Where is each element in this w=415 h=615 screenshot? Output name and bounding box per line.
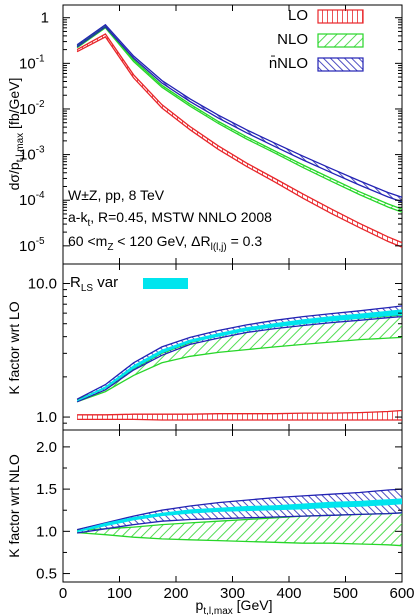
top-lower-edge-nlo bbox=[76, 26, 403, 213]
x-tick-label: 300 bbox=[220, 585, 245, 602]
legend-label-rls: RLS var bbox=[70, 274, 118, 294]
top-band-nlo bbox=[77, 26, 402, 213]
legend-swatch-lo bbox=[317, 9, 364, 24]
annotation: W±Z, pp, 8 TeV a-kt, R=0.45, MSTW NNLO 2… bbox=[68, 187, 272, 253]
top-y-tick-base: 10 bbox=[19, 147, 36, 164]
x-tick-label: 0 bbox=[59, 585, 67, 602]
top-y-tick-label: 10-5 bbox=[19, 236, 45, 255]
mid-upper-edge-nnlo bbox=[76, 305, 403, 400]
top-y-tick-label: 10-4 bbox=[19, 190, 45, 209]
rls-main: R bbox=[70, 274, 81, 291]
top-y-tick-base: 10 bbox=[19, 238, 36, 255]
top-y-tick-exp: -2 bbox=[36, 99, 45, 110]
top-y-tick-label: 10-1 bbox=[19, 53, 45, 72]
bot-y-tick-label: 2.0 bbox=[36, 439, 57, 456]
mid-band-nlo bbox=[77, 315, 402, 402]
top-y-tick-label: 10-2 bbox=[19, 99, 45, 118]
band-layer bbox=[76, 23, 403, 547]
bot-y-tick-label: 0.5 bbox=[36, 566, 57, 583]
legend: LO NLO n̄NLO RLS var bbox=[70, 7, 364, 294]
top-upper-edge-nnlo bbox=[76, 23, 403, 198]
top-y-tick-exp: -4 bbox=[36, 190, 45, 201]
legend-swatch-nnlo bbox=[317, 57, 364, 72]
mid-y-tick-label: 1.0 bbox=[36, 409, 57, 426]
top-ylabel-unit: [fb/GeV] bbox=[6, 78, 22, 133]
annotation-line1: W±Z, pp, 8 TeV bbox=[68, 187, 165, 203]
top-y-tick-label: 10-3 bbox=[19, 145, 45, 164]
top-upper-edge-nlo bbox=[76, 25, 403, 210]
bot-upper-edge-nnlo bbox=[76, 488, 403, 531]
top-y-tick-base: 10 bbox=[19, 101, 36, 118]
top-y-tick-base: 10 bbox=[19, 192, 36, 209]
top-lower-edge-nnlo bbox=[76, 26, 403, 203]
top-y-tick-exp: -5 bbox=[36, 236, 45, 247]
x-tick-label: 500 bbox=[333, 585, 358, 602]
x-tick-label: 200 bbox=[163, 585, 188, 602]
legend-label-nnlo: n̄NLO bbox=[269, 55, 308, 72]
legend-label-lo: LO bbox=[288, 7, 308, 24]
bot-band-rls bbox=[77, 498, 402, 533]
rls-sub: LS bbox=[81, 283, 94, 294]
top-y-axis-label: dσ/pt,l,max [fb/GeV] bbox=[6, 78, 26, 191]
top-ylabel-sub: t,l,max bbox=[15, 133, 26, 162]
x-tick-label: 400 bbox=[276, 585, 301, 602]
mid-y-tick-label: 10.0 bbox=[28, 276, 57, 293]
mid-lower-edge-lo bbox=[77, 418, 402, 421]
top-y-tick-base: 10 bbox=[19, 55, 36, 72]
mid-y-axis-label: K factor wrt LO bbox=[6, 301, 22, 394]
top-lower-edge-lo bbox=[76, 36, 403, 248]
annotation-line3: 60 <mZ < 120 GeV, ΔRl(l,j) = 0.3 bbox=[68, 233, 262, 253]
bot-y-axis-label: K factor wrt NLO bbox=[6, 454, 22, 558]
tick-layer: 110-110-210-310-410-51.010.00.51.01.52.0… bbox=[19, 5, 415, 602]
top-y-tick-exp: -1 bbox=[36, 53, 45, 64]
legend-swatch-nlo bbox=[317, 33, 364, 48]
xlabel-sub: t,l,max bbox=[203, 606, 232, 615]
annotation-line2: a-kt, R=0.45, MSTW NNLO 2008 bbox=[68, 209, 272, 229]
top-upper-edge-lo bbox=[76, 33, 403, 244]
xlabel-unit: [GeV] bbox=[233, 597, 273, 613]
top-y-tick-label: 1 bbox=[41, 10, 49, 27]
bot-lower-edge-nlo bbox=[77, 531, 403, 547]
top-y-tick-base: 1 bbox=[41, 10, 49, 27]
mid-upper-edge-lo bbox=[77, 409, 403, 416]
rls-rest: var bbox=[93, 274, 118, 291]
bot-y-tick-label: 1.0 bbox=[36, 523, 57, 540]
legend-swatch-rls bbox=[143, 278, 188, 289]
xlabel-main: p bbox=[196, 597, 204, 613]
bot-lower-edge-nnlo bbox=[77, 512, 403, 534]
mid-lower-edge-nlo bbox=[76, 336, 403, 403]
bot-y-tick-label: 1.5 bbox=[36, 481, 57, 498]
mid-lower-edge-nnlo bbox=[76, 315, 403, 403]
x-tick-label: 600 bbox=[389, 585, 414, 602]
top-ylabel-main: dσ/p bbox=[6, 162, 22, 190]
x-tick-label: 100 bbox=[107, 585, 132, 602]
x-axis-label: pt,l,max [GeV] bbox=[196, 597, 273, 615]
bot-band-nlo bbox=[77, 512, 402, 546]
legend-label-nlo: NLO bbox=[277, 31, 308, 48]
top-y-tick-exp: -3 bbox=[36, 145, 45, 156]
mid-band-lo bbox=[77, 410, 402, 420]
